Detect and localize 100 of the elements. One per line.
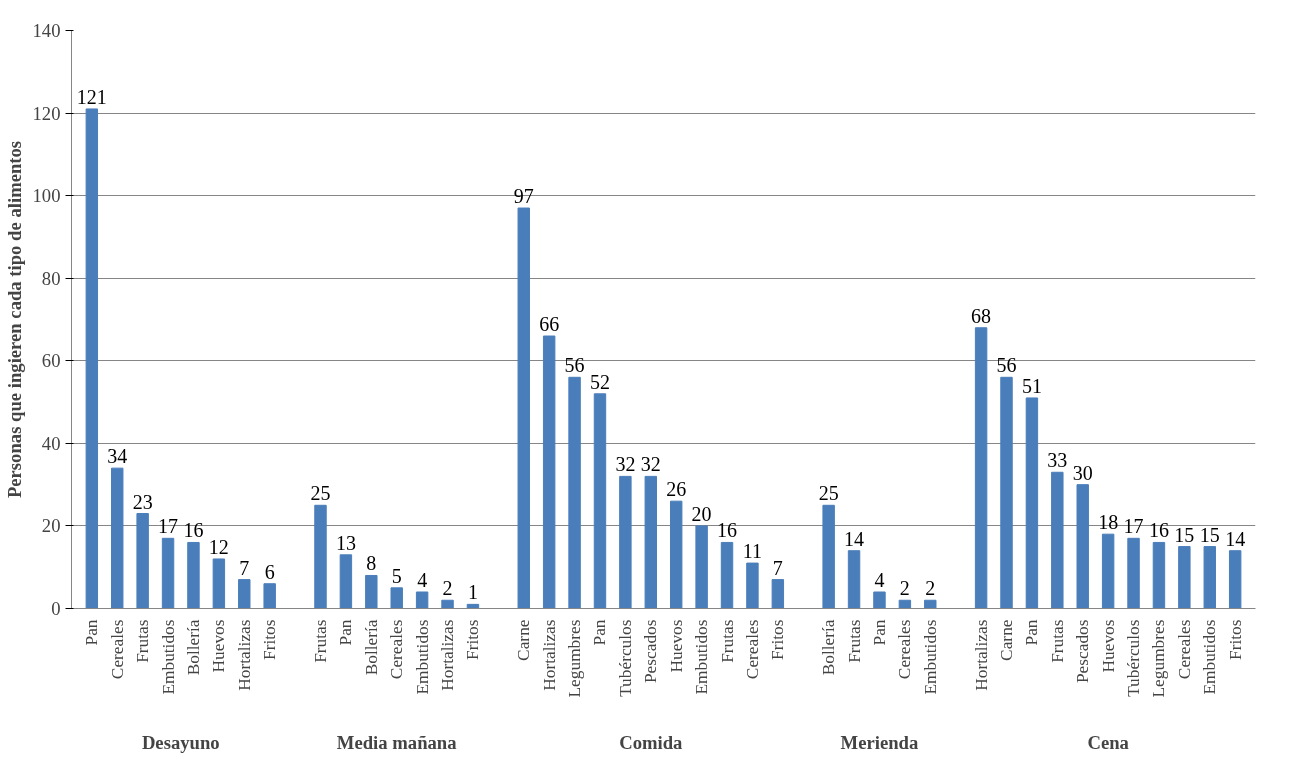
x-tick-label: Hortalizas <box>539 619 559 691</box>
bar <box>847 550 861 609</box>
data-label: 51 <box>1021 374 1042 397</box>
x-tick-label: Embutidos <box>1200 619 1220 695</box>
x-tick-label: Carne <box>997 619 1016 661</box>
x-tick-label: Frutas <box>1047 619 1067 663</box>
data-label: 2 <box>925 577 936 600</box>
y-axis-title: Personas que ingieren cada tipo de alimentos <box>3 140 25 499</box>
bar <box>1228 550 1242 609</box>
data-label: 16 <box>183 519 204 542</box>
data-label: 15 <box>1174 523 1195 546</box>
data-label: 23 <box>132 490 153 513</box>
text: Merienda <box>840 731 919 753</box>
bar <box>1076 484 1089 609</box>
bar <box>517 207 530 609</box>
x-tick-label: Huevos <box>1098 619 1118 673</box>
bar <box>238 579 251 609</box>
x-tick-label: Embutidos <box>920 619 940 695</box>
bar <box>593 393 607 609</box>
bar <box>1101 533 1115 609</box>
data-label: 25 <box>310 482 331 505</box>
bar <box>161 537 175 609</box>
bar <box>542 335 556 609</box>
bar <box>314 504 327 609</box>
x-tick-label: Frutas <box>311 619 330 663</box>
x-tick-label: Carne <box>514 619 534 661</box>
bar <box>720 541 734 609</box>
bar <box>85 108 99 609</box>
x-tick-label: Tubérculos <box>615 619 635 697</box>
data-label: 7 <box>239 556 250 579</box>
bar <box>873 591 886 609</box>
data-label: 16 <box>1148 519 1169 542</box>
x-tick-label: Bollería <box>183 619 203 676</box>
data-label: 4 <box>417 568 428 591</box>
x-tick-label: Pescados <box>1073 619 1093 684</box>
data-label: 30 <box>1072 461 1093 484</box>
y-tick-label: 40 <box>41 432 61 454</box>
data-label: 13 <box>335 531 356 554</box>
bar <box>1025 397 1039 609</box>
bar <box>390 587 403 609</box>
data-label: 56 <box>564 354 585 377</box>
data-label: 6 <box>264 560 275 583</box>
data-label: 52 <box>589 370 610 393</box>
text: Cena <box>1087 731 1130 753</box>
x-tick-label: Legumbres <box>1149 619 1169 698</box>
x-tick-label: Hortalizas <box>438 619 458 691</box>
text: Desayuno <box>141 731 220 753</box>
bar <box>746 562 759 609</box>
bar <box>1203 546 1216 609</box>
data-label: 32 <box>640 453 661 476</box>
x-tick-label: Fritos <box>463 619 483 660</box>
x-tick-label: Bollería <box>361 619 381 676</box>
data-label: 68 <box>971 304 992 327</box>
data-label: 20 <box>691 502 712 525</box>
x-tick-label: Pan <box>869 619 889 646</box>
x-tick-label: Pan <box>1022 619 1042 646</box>
x-tick-label: Pan <box>336 619 356 646</box>
data-label: 34 <box>107 445 128 468</box>
data-label: 26 <box>666 478 687 501</box>
y-tick-label: 120 <box>32 102 61 124</box>
x-tick-label: Embutidos <box>412 619 432 695</box>
data-label: 15 <box>1199 523 1220 546</box>
y-tick-label: 80 <box>41 267 61 289</box>
bar <box>924 599 937 609</box>
data-label: 33 <box>1047 449 1068 472</box>
text: Media mañana <box>336 731 458 753</box>
data-label: 18 <box>1098 511 1119 534</box>
x-tick-label: Embutidos <box>692 619 712 695</box>
bar <box>568 376 581 609</box>
x-tick-label: Fritos <box>768 619 788 660</box>
x-tick-label: Frutas <box>133 619 153 663</box>
x-tick-label: Cereales <box>1174 619 1194 680</box>
x-tick-label: Fritos <box>260 619 280 660</box>
data-label: 25 <box>818 482 839 505</box>
x-tick-label: Frutas <box>844 619 864 663</box>
data-label: 14 <box>844 527 865 550</box>
data-label: 56 <box>996 354 1017 377</box>
x-tick-label: Hortalizas <box>971 619 991 691</box>
x-tick-label: Huevos <box>666 619 686 673</box>
y-tick-label: 0 <box>51 598 61 619</box>
x-tick-label: Legumbres <box>565 619 585 698</box>
y-tick-label: 100 <box>32 185 61 207</box>
bar <box>212 558 226 609</box>
bar <box>263 583 276 609</box>
text: Comida <box>619 731 684 753</box>
data-label: 14 <box>1225 527 1246 550</box>
bar <box>1178 546 1191 609</box>
bar <box>822 504 835 609</box>
data-label: 17 <box>158 515 179 538</box>
data-label: 121 <box>76 85 107 108</box>
x-tick-label: Fritos <box>1225 619 1245 660</box>
bar <box>1152 541 1166 609</box>
x-tick-label: Embutidos <box>158 619 178 695</box>
x-tick-label: Hortalizas <box>234 619 254 691</box>
x-tick-label: Frutas <box>717 619 737 663</box>
x-tick-label: Cereales <box>742 619 762 680</box>
bar <box>669 500 683 609</box>
data-label: 32 <box>615 453 636 476</box>
x-tick-label: Pan <box>82 619 102 646</box>
bar <box>187 541 200 609</box>
